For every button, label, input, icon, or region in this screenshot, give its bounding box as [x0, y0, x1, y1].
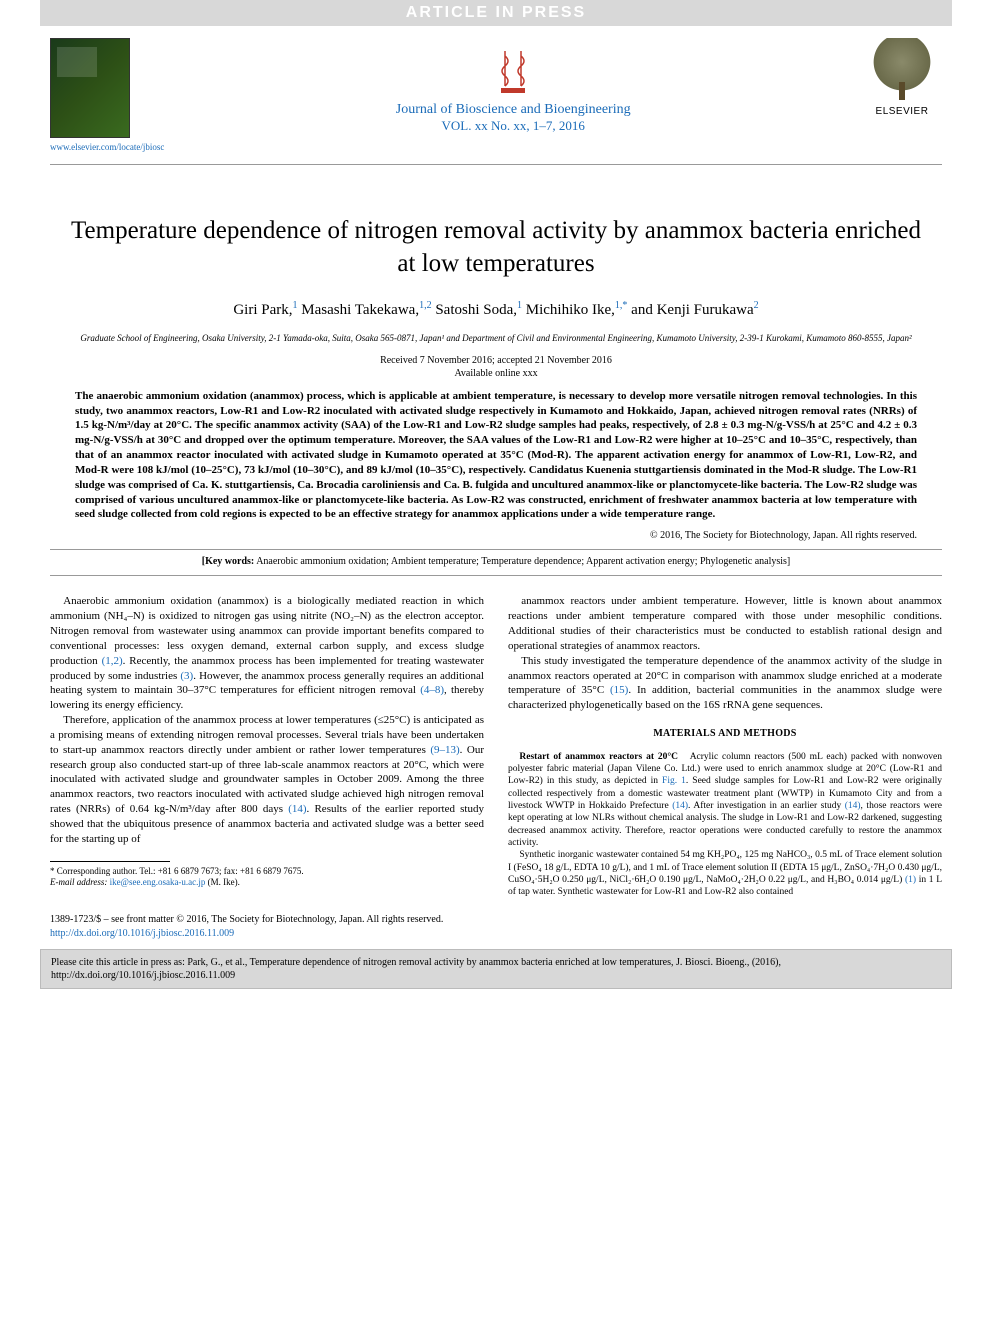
left-column: Anaerobic ammonium oxidation (anammox) i…	[50, 594, 484, 898]
intro-para-2: Therefore, application of the anammox pr…	[50, 713, 484, 847]
body-columns: Anaerobic ammonium oxidation (anammox) i…	[50, 594, 942, 898]
corresponding-asterisk: *	[622, 300, 627, 311]
article-title: Temperature dependence of nitrogen remov…	[60, 215, 932, 280]
header-rule	[50, 164, 942, 165]
author-1: Giri Park,	[233, 302, 292, 318]
methods-para-2: Synthetic inorganic wastewater contained…	[508, 849, 942, 898]
methods-para-1: Restart of anammox reactors at 20°C Acry…	[508, 751, 942, 850]
methods-subhead-1: Restart of anammox reactors at 20°C	[519, 752, 678, 762]
ref-14b[interactable]: (14)	[672, 801, 688, 811]
journal-header: www.elsevier.com/locate/jbiosc Journal o…	[0, 26, 992, 160]
ref-14c[interactable]: (14)	[845, 801, 861, 811]
intro-para-4: This study investigated the temperature …	[508, 654, 942, 713]
corresponding-author: * Corresponding author. Tel.: +81 6 6879…	[50, 866, 484, 878]
ref-3[interactable]: (3)	[180, 670, 193, 682]
publisher-name: ELSEVIER	[862, 106, 942, 117]
front-matter-line: 1389-1723/$ – see front matter © 2016, T…	[50, 913, 942, 927]
author-1-affil: 1	[293, 300, 298, 311]
author-list: Giri Park,1 Masashi Takekawa,1,2 Satoshi…	[50, 300, 942, 319]
ref-15[interactable]: (15)	[610, 684, 628, 696]
author-5: and Kenji Furukawa	[631, 302, 753, 318]
journal-title-block: Journal of Bioscience and Bioengineering…	[396, 38, 631, 134]
keywords-line: [Key words: Anaerobic ammonium oxidation…	[60, 556, 932, 567]
abstract: The anaerobic ammonium oxidation (anammo…	[75, 389, 917, 523]
author-4: Michihiko Ike,	[526, 302, 615, 318]
author-2: Masashi Takekawa,	[301, 302, 419, 318]
right-column: anammox reactors under ambient temperatu…	[508, 594, 942, 898]
abstract-copyright: © 2016, The Society for Biotechnology, J…	[75, 530, 917, 541]
journal-cover-image	[50, 38, 130, 138]
available-online: Available online xxx	[0, 368, 992, 379]
intro-para-1: Anaerobic ammonium oxidation (anammox) i…	[50, 594, 484, 713]
citation-box: Please cite this article in press as: Pa…	[40, 949, 952, 989]
keywords-text: Anaerobic ammonium oxidation; Ambient te…	[256, 556, 790, 567]
ref-1b[interactable]: (1)	[905, 875, 916, 885]
ref-1-2[interactable]: (1,2)	[102, 655, 123, 667]
footnotes: * Corresponding author. Tel.: +81 6 6879…	[50, 866, 484, 889]
journal-title[interactable]: Journal of Bioscience and Bioengineering	[396, 102, 631, 118]
article-dates: Received 7 November 2016; accepted 21 No…	[0, 355, 992, 366]
ref-14[interactable]: (14)	[288, 803, 306, 815]
ref-4-8[interactable]: (4–8)	[420, 684, 444, 696]
author-3: Satoshi Soda,	[435, 302, 517, 318]
banner-text: ARTICLE IN PRESS	[406, 4, 586, 21]
intro-para-3: anammox reactors under ambient temperatu…	[508, 594, 942, 653]
publisher-block: ELSEVIER	[862, 38, 942, 128]
email-address[interactable]: ike@see.eng.osaka-u.ac.jp	[110, 877, 206, 887]
journal-volume: VOL. xx No. xx, 1–7, 2016	[396, 118, 631, 134]
keywords-rule-bottom	[50, 575, 942, 576]
author-3-affil: 1	[517, 300, 522, 311]
journal-logo-icon	[493, 46, 533, 96]
journal-cover-block: www.elsevier.com/locate/jbiosc	[50, 38, 164, 152]
email-tail: (M. Ike).	[205, 877, 240, 887]
elsevier-tree-icon	[872, 38, 932, 98]
email-label: E-mail address:	[50, 877, 110, 887]
article-in-press-banner: ARTICLE IN PRESS	[0, 0, 992, 26]
keywords-rule-top	[50, 549, 942, 550]
keywords-label: [Key words:	[202, 556, 255, 567]
journal-homepage-link[interactable]: www.elsevier.com/locate/jbiosc	[50, 142, 164, 152]
author-5-affil: 2	[754, 300, 759, 311]
doi-link[interactable]: http://dx.doi.org/10.1016/j.jbiosc.2016.…	[50, 927, 942, 941]
affiliations: Graduate School of Engineering, Osaka Un…	[50, 333, 942, 345]
fig-1-ref[interactable]: Fig. 1	[662, 776, 686, 786]
email-line: E-mail address: ike@see.eng.osaka-u.ac.j…	[50, 877, 484, 889]
footnote-rule	[50, 861, 170, 862]
author-2-affil: 1,2	[419, 300, 432, 311]
methods-heading: MATERIALS AND METHODS	[508, 727, 942, 741]
front-matter-meta: 1389-1723/$ – see front matter © 2016, T…	[50, 913, 942, 941]
ref-9-13[interactable]: (9–13)	[430, 744, 459, 756]
